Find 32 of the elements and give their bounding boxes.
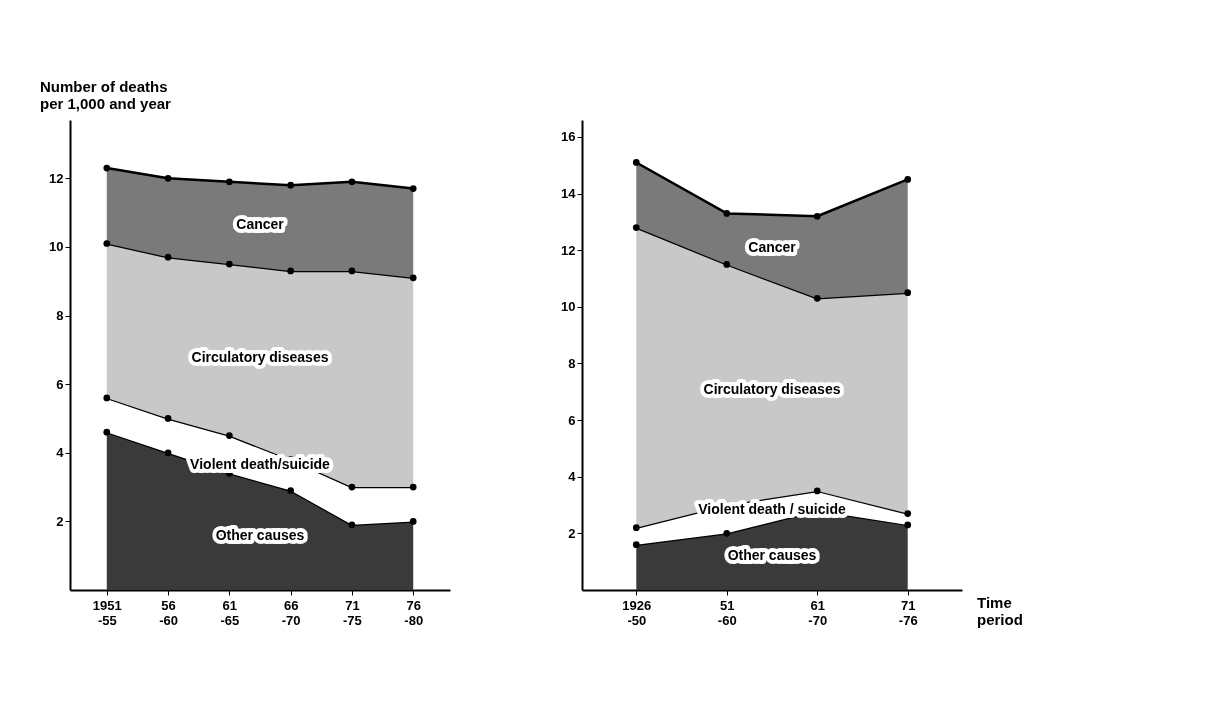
series-label: Circulatory diseases (191, 348, 329, 365)
x-tick-label: 61 -70 (808, 597, 828, 628)
y-tick-label: 12 (561, 242, 576, 258)
x-tick-label: 1951 -55 (92, 597, 122, 628)
y-tick-label: 10 (49, 239, 64, 255)
y-axis-title: Number of deaths per 1,000 and year (40, 78, 172, 112)
y-tick-label: 6 (56, 376, 64, 392)
y-tick-label: 2 (568, 525, 576, 541)
x-tick-label: 71 -76 (898, 597, 918, 628)
x-tick-label: 61 -65 (220, 597, 240, 628)
series-label: Circulatory diseases (703, 380, 841, 397)
x-tick-label: 76 -80 (404, 597, 424, 628)
y-tick-label: 12 (49, 170, 64, 186)
x-tick-label: 56 -60 (159, 597, 178, 628)
x-tick-label: 1926 -50 (622, 597, 652, 628)
series-label: Cancer (236, 216, 285, 233)
y-tick-label: 16 (561, 129, 576, 145)
x-tick-label: 51 -60 (717, 597, 737, 628)
y-tick-label: 4 (568, 469, 577, 485)
x-tick-label: 71 -75 (343, 597, 362, 628)
y-tick-label: 14 (561, 186, 577, 202)
y-tick-label: 6 (568, 412, 576, 428)
y-tick-label: 2 (56, 513, 64, 529)
y-tick-label: 10 (561, 299, 576, 315)
y-tick-label: 8 (568, 355, 576, 371)
x-tick-label: 66 -70 (281, 597, 301, 628)
x-axis-title: Time period (977, 594, 1023, 628)
series-label: Other causes (727, 547, 817, 564)
y-tick-label: 4 (56, 445, 65, 461)
series-label: Cancer (748, 239, 797, 256)
y-tick-label: 8 (56, 308, 64, 324)
series-label: Other causes (215, 526, 305, 543)
